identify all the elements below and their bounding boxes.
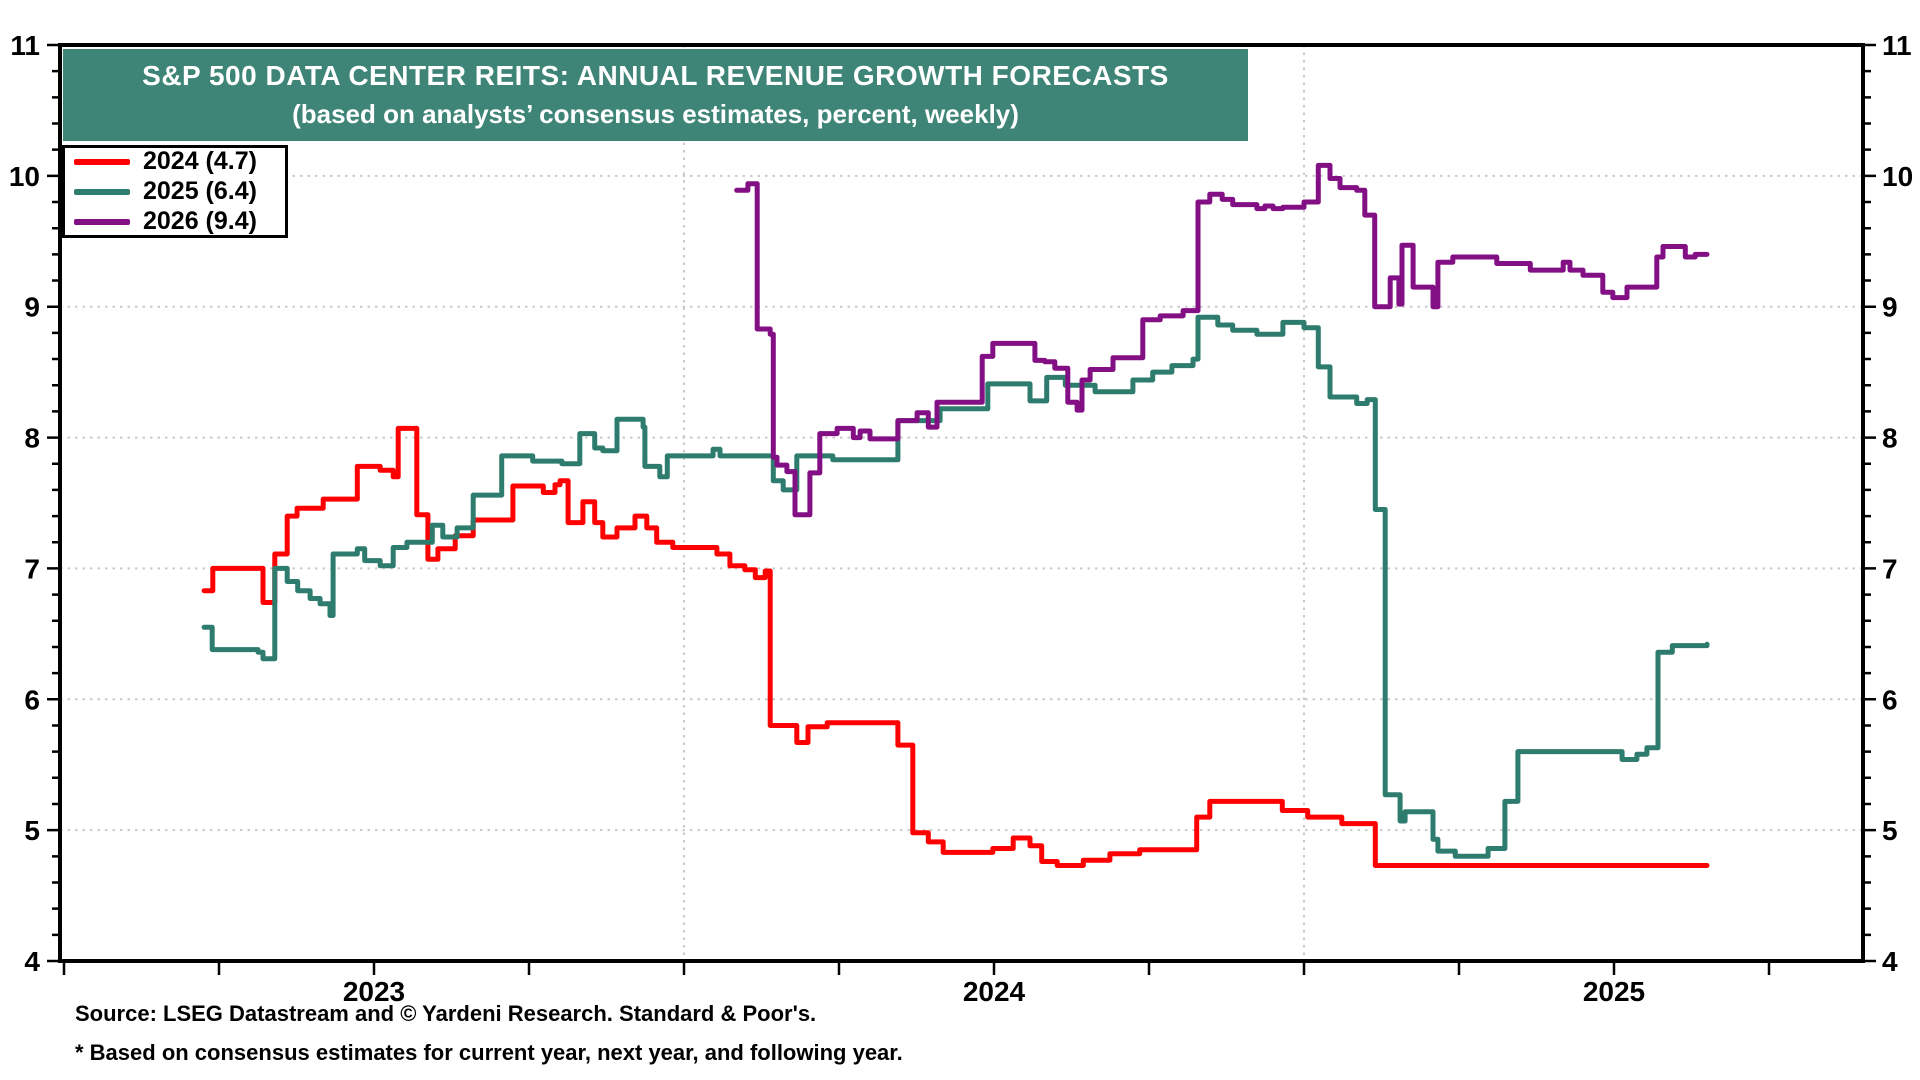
legend-swatch — [74, 218, 130, 225]
legend-swatch — [74, 158, 130, 165]
chart-title-banner: S&P 500 DATA CENTER REITS: ANNUAL REVENU… — [63, 49, 1248, 141]
legend: 2024 (4.7) 2025 (6.4) 2026 (9.4) — [62, 145, 288, 238]
legend-label: 2024 (4.7) — [143, 147, 257, 175]
footnote-line: * Based on consensus estimates for curre… — [75, 1040, 903, 1065]
y-axis-label-right: 10 — [1882, 161, 1913, 192]
y-axis-label-left: 10 — [9, 161, 40, 192]
y-axis-label-right: 7 — [1882, 553, 1898, 584]
y-axis-label-right: 8 — [1882, 423, 1898, 454]
x-axis-year-label: 2025 — [1583, 976, 1645, 1007]
x-axis-year-label: 2024 — [963, 976, 1026, 1007]
y-axis-label-right: 6 — [1882, 684, 1898, 715]
chart-title: S&P 500 DATA CENTER REITS: ANNUAL REVENU… — [142, 60, 1169, 91]
y-axis-label-right: 4 — [1882, 946, 1898, 977]
series-line-2024 — [201, 425, 1710, 868]
source-note: Source: LSEG Datastream and © Yardeni Re… — [75, 994, 903, 1072]
legend-label: 2025 (6.4) — [143, 177, 257, 205]
legend-swatch — [74, 188, 130, 195]
y-axis-label-left: 9 — [24, 292, 40, 323]
series-line-2025 — [201, 314, 1710, 859]
y-axis-label-left: 11 — [10, 30, 40, 61]
legend-item-2026: 2026 (9.4) — [74, 209, 285, 234]
y-axis-label-left: 6 — [24, 684, 40, 715]
source-line: Source: LSEG Datastream and © Yardeni Re… — [75, 1001, 817, 1026]
axis-ticks — [47, 43, 1876, 975]
y-axis-label-right: 11 — [1882, 30, 1912, 61]
legend-item-2025: 2025 (6.4) — [74, 179, 285, 204]
y-axis-label-right: 5 — [1882, 815, 1898, 846]
y-axis-label-left: 8 — [24, 423, 40, 454]
y-axis-label-left: 4 — [24, 946, 40, 977]
y-axis-label-left: 5 — [24, 815, 40, 846]
y-axis-label-right: 9 — [1882, 292, 1898, 323]
y-axis-label-left: 7 — [24, 553, 40, 584]
x-axis-year-label: 2023 — [343, 976, 405, 1007]
series-line-2026 — [734, 162, 1710, 518]
legend-label: 2026 (9.4) — [143, 207, 257, 235]
legend-item-2024: 2024 (4.7) — [74, 149, 285, 174]
plot-frame — [58, 43, 1865, 963]
chart-subtitle: (based on analysts’ consensus estimates,… — [292, 99, 1019, 129]
